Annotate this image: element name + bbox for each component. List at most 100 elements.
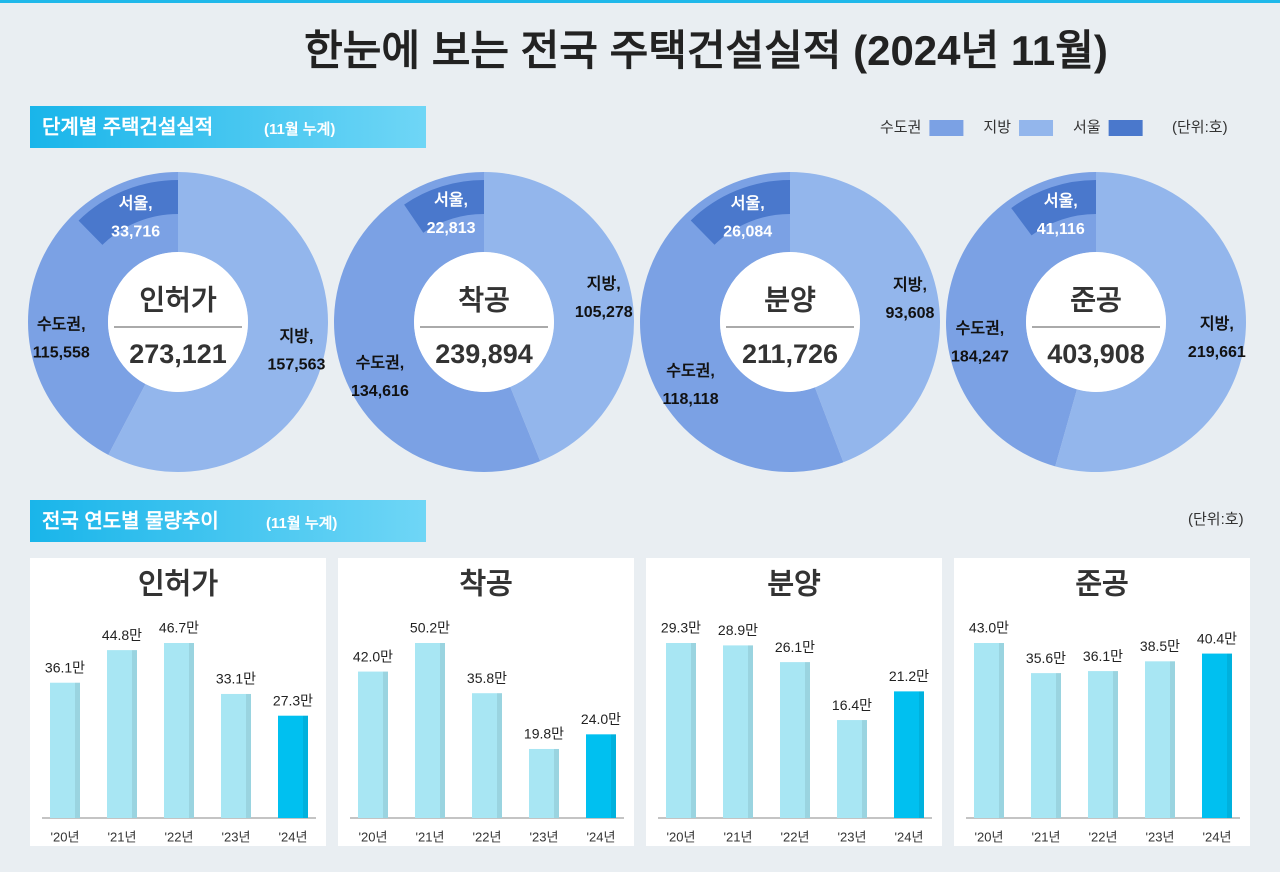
- bar-edge: [805, 662, 810, 818]
- bar-edge: [691, 643, 696, 818]
- slice-value: 26,084: [723, 224, 772, 241]
- bar-edge: [999, 643, 1004, 818]
- panel-title: 분양: [767, 568, 821, 601]
- bar: [415, 643, 445, 818]
- slice-label: 서울,: [1044, 192, 1078, 210]
- legend-swatch: [929, 120, 964, 136]
- slice-value: 105,278: [575, 304, 633, 321]
- top-rule: [0, 0, 1280, 3]
- donut-slice: [946, 172, 1096, 467]
- slice-label: 수도권,: [666, 361, 715, 380]
- bar-edge: [554, 748, 559, 818]
- bar-edge: [1056, 673, 1061, 818]
- slice-value: 33,716: [111, 224, 160, 241]
- bar: [221, 693, 251, 818]
- x-tick-label: '21년: [1032, 829, 1061, 844]
- slice-label: 서울,: [119, 195, 153, 213]
- donut-hole: [414, 252, 554, 392]
- slice-label: 지방,: [587, 275, 621, 293]
- bar-edge: [303, 715, 308, 818]
- x-tick-label: '20년: [975, 829, 1004, 844]
- unit-label: (단위:호): [1172, 119, 1228, 136]
- bar: [472, 693, 502, 818]
- value-label: 44.8만: [102, 627, 142, 643]
- value-label: 35.6만: [1026, 650, 1066, 666]
- slice-label: 수도권,: [356, 353, 405, 372]
- slice-value: 93,608: [886, 305, 935, 322]
- bar: [837, 720, 867, 818]
- x-tick-label: '24년: [279, 829, 308, 844]
- slice-value: 157,563: [268, 356, 326, 373]
- section-note: (11월 누계): [264, 121, 335, 138]
- donut-slice: [640, 172, 844, 472]
- bar: [1145, 661, 1175, 818]
- value-label: 29.3만: [661, 620, 701, 636]
- slice-label: 수도권,: [956, 319, 1005, 338]
- legend-swatch: [1108, 120, 1143, 136]
- value-label: 46.7만: [159, 620, 199, 636]
- legend-swatch: [1019, 120, 1054, 136]
- slice-value: 184,247: [951, 349, 1009, 366]
- bar: [164, 643, 194, 818]
- x-tick-label: '21년: [416, 829, 445, 844]
- unit-label: (단위:호): [1188, 511, 1244, 528]
- bar-edge: [1227, 653, 1232, 818]
- bar-edge: [1170, 661, 1175, 818]
- section-note: (11월 누계): [266, 515, 337, 532]
- bar: [107, 650, 137, 818]
- donut-total: 211,726: [742, 339, 838, 369]
- donut-slice: [1055, 172, 1246, 472]
- bar-edge: [75, 682, 80, 818]
- legend-label: 수도권: [880, 119, 921, 136]
- x-tick-label: '24년: [1203, 829, 1232, 844]
- bar-edge: [919, 691, 924, 818]
- bar-edge: [611, 734, 616, 818]
- x-tick-label: '21년: [724, 829, 753, 844]
- slice-label: 지방,: [1200, 315, 1234, 333]
- section-title: 단계별 주택건설실적: [42, 115, 213, 138]
- donut-hole: [108, 252, 248, 392]
- bar-edge: [1113, 671, 1118, 818]
- donut-slice: [690, 180, 790, 245]
- bar-edge: [440, 643, 445, 818]
- donut-slice: [404, 180, 484, 233]
- value-label: 16.4만: [832, 697, 872, 713]
- x-tick-label: '23년: [530, 829, 559, 844]
- section-banner: [30, 500, 426, 542]
- bar: [974, 643, 1004, 818]
- x-tick-label: '20년: [51, 829, 80, 844]
- x-tick-label: '23년: [838, 829, 867, 844]
- bar-edge: [497, 693, 502, 818]
- value-label: 33.1만: [216, 671, 256, 687]
- donut-slice: [27, 172, 178, 455]
- donut-slice: [108, 172, 329, 472]
- bar-edge: [748, 645, 753, 818]
- value-label: 21.2만: [889, 668, 929, 684]
- donut-slice: [484, 172, 635, 462]
- donut-total: 273,121: [129, 339, 227, 369]
- x-tick-label: '22년: [165, 829, 194, 844]
- donut-center-label: 착공: [458, 284, 510, 315]
- donut-total: 403,908: [1047, 339, 1145, 369]
- slice-value: 41,116: [1037, 221, 1085, 238]
- value-label: 19.8만: [524, 726, 564, 742]
- x-tick-label: '24년: [895, 829, 924, 844]
- x-tick-label: '21년: [108, 829, 137, 844]
- bar: [278, 715, 308, 818]
- donut-center-label: 분양: [764, 284, 816, 315]
- bar: [1088, 671, 1118, 818]
- value-label: 27.3만: [273, 692, 313, 708]
- bar-edge: [383, 671, 388, 818]
- x-tick-label: '20년: [667, 829, 696, 844]
- bar: [586, 734, 616, 818]
- legend-label: 지방: [983, 119, 1011, 136]
- bar: [358, 671, 388, 818]
- slice-value: 115,558: [33, 344, 90, 361]
- slice-label: 지방,: [280, 327, 314, 345]
- x-tick-label: '22년: [473, 829, 502, 844]
- slice-value: 22,813: [427, 220, 476, 237]
- x-tick-label: '22년: [781, 829, 810, 844]
- bar-edge: [132, 650, 137, 818]
- bar: [1202, 653, 1232, 818]
